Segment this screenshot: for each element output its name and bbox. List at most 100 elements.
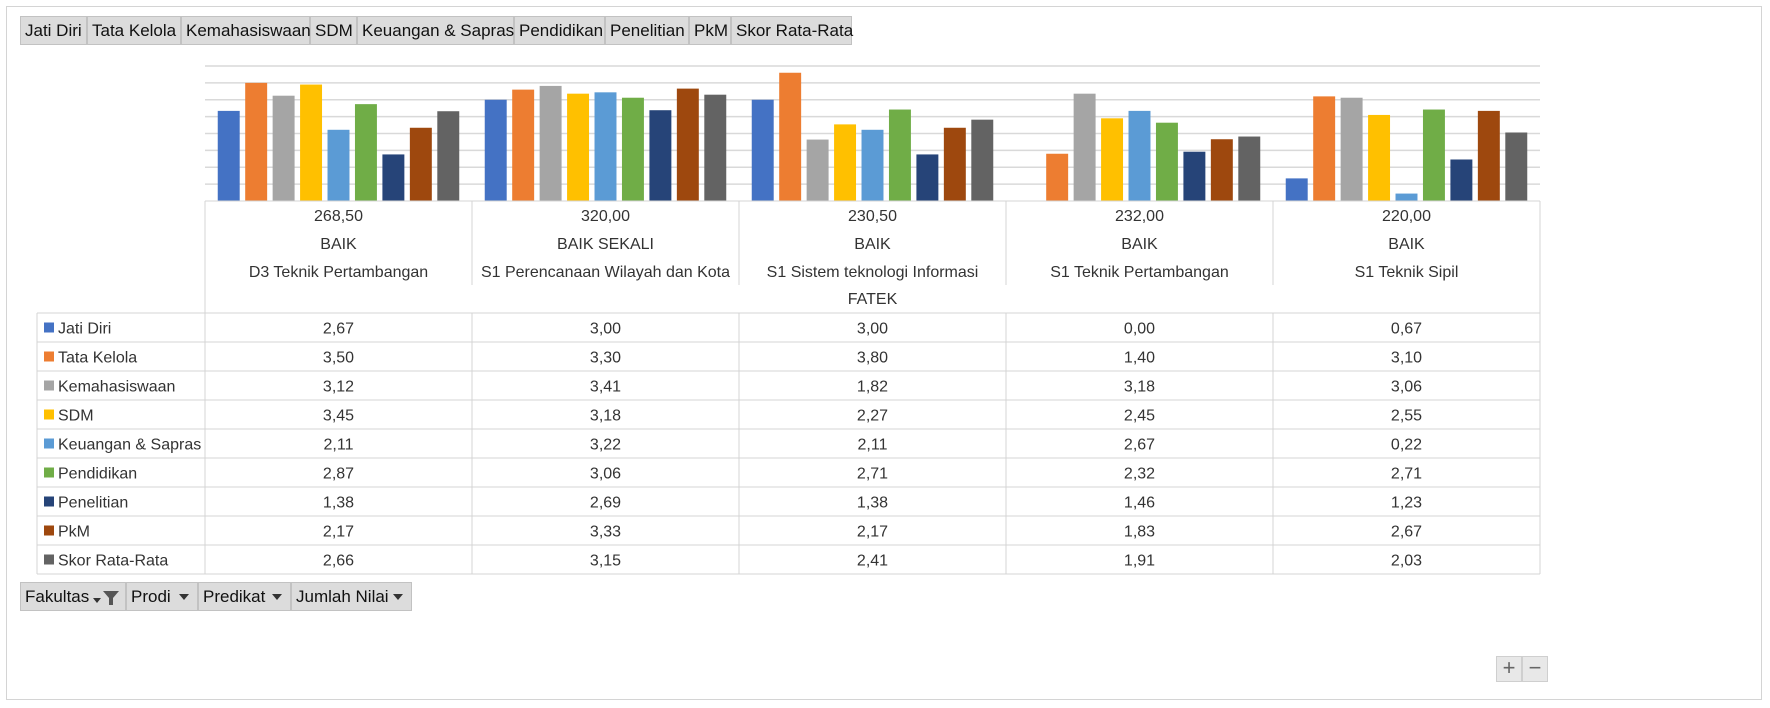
data-cell: 1,40: [1124, 350, 1155, 367]
bar: [354, 104, 377, 201]
data-cell: 2,71: [857, 466, 888, 483]
legend-key: [44, 467, 54, 478]
bar: [1368, 114, 1391, 201]
prodi-label: S1 Teknik Pertambangan: [1050, 264, 1228, 281]
bar: [806, 139, 829, 201]
field-label-predikat: Predikat: [203, 587, 266, 606]
data-cell: 3,10: [1391, 350, 1422, 367]
field-button-jati-diri[interactable]: Jati Diri: [20, 16, 87, 45]
bar: [217, 110, 240, 201]
legend-label: Skor Rata-Rata: [58, 553, 168, 570]
field-button-kemahasiswaan[interactable]: Kemahasiswaan: [181, 16, 311, 45]
data-cell: 1,91: [1124, 553, 1155, 570]
predikat-label: BAIK: [320, 236, 357, 253]
predikat-label: BAIK SEKALI: [557, 236, 654, 253]
predikat-label: BAIK: [854, 236, 891, 253]
data-cell: 3,15: [590, 553, 621, 570]
field-button-pkm[interactable]: PkM: [689, 16, 731, 45]
field-button-pendidikan[interactable]: Pendidikan: [514, 16, 605, 45]
bar: [1128, 110, 1151, 201]
data-cell: 3,18: [590, 408, 621, 425]
field-button-fakultas[interactable]: Fakultas: [20, 582, 126, 611]
bar: [1285, 178, 1308, 201]
field-button-penelitian[interactable]: Penelitian: [605, 16, 689, 45]
field-button-skor-rata-rata[interactable]: Skor Rata-Rata: [731, 16, 853, 45]
bar: [621, 97, 644, 201]
bar: [327, 129, 350, 201]
prodi-label: S1 Teknik Sipil: [1355, 264, 1459, 281]
legend-key: [44, 380, 54, 391]
legend-label: PkM: [58, 524, 90, 541]
data-cell: 3,41: [590, 379, 621, 396]
field-button-tata-kelola[interactable]: Tata Kelola: [87, 16, 181, 45]
bar: [943, 127, 966, 201]
bar: [1313, 96, 1336, 201]
bar: [512, 89, 535, 201]
legend-key: [44, 525, 54, 536]
chevron-down-icon[interactable]: [179, 594, 189, 600]
data-cell: 2,41: [857, 553, 888, 570]
bar: [834, 124, 857, 201]
data-cell: 3,80: [857, 350, 888, 367]
bar: [272, 95, 295, 201]
bar: [1210, 139, 1233, 201]
bar: [437, 111, 460, 201]
bar: [300, 84, 323, 201]
field-button-keuangan-sapras[interactable]: Keuangan & Sapras: [357, 16, 514, 45]
field-label-jumlah-nilai: Jumlah Nilai: [296, 587, 389, 606]
bar: [1395, 193, 1418, 201]
data-cell: 1,38: [857, 495, 888, 512]
data-cell: 1,83: [1124, 524, 1155, 541]
data-cell: 3,45: [323, 408, 354, 425]
legend-label: Kemahasiswaan: [58, 379, 175, 396]
data-cell: 3,30: [590, 350, 621, 367]
legend-label: Penelitian: [58, 495, 128, 512]
predikat-label: BAIK: [1388, 236, 1425, 253]
zoom-in-button[interactable]: +: [1496, 656, 1522, 682]
bar: [539, 85, 562, 201]
legend-key: [44, 438, 54, 449]
data-cell: 2,11: [324, 437, 354, 454]
field-button-predikat[interactable]: Predikat: [198, 582, 291, 611]
data-cell: 2,55: [1391, 408, 1422, 425]
prodi-label: S1 Perencanaan Wilayah dan Kota: [481, 264, 730, 281]
data-cell: 3,18: [1124, 379, 1155, 396]
zoom-out-button[interactable]: −: [1522, 656, 1548, 682]
data-cell: 2,66: [323, 553, 354, 570]
field-button-jumlah-nilai[interactable]: Jumlah Nilai: [291, 582, 412, 611]
bar: [861, 129, 884, 201]
bar: [649, 110, 672, 201]
legend-key: [44, 496, 54, 507]
chevron-down-icon[interactable]: [393, 594, 403, 600]
prodi-label: D3 Teknik Pertambangan: [249, 264, 428, 281]
legend-label: Tata Kelola: [58, 350, 137, 367]
filter-icon[interactable]: [91, 588, 121, 615]
data-cell: 2,67: [1124, 437, 1155, 454]
field-button-sdm[interactable]: SDM: [310, 16, 357, 45]
jumlah-nilai-label: 320,00: [581, 208, 630, 225]
chevron-down-icon[interactable]: [272, 594, 282, 600]
data-cell: 0,00: [1124, 321, 1155, 338]
legend-key: [44, 554, 54, 565]
prodi-label: S1 Sistem teknologi Informasi: [767, 264, 979, 281]
jumlah-nilai-label: 268,50: [314, 208, 363, 225]
field-button-prodi[interactable]: Prodi: [126, 582, 198, 611]
bar: [1340, 97, 1363, 201]
data-cell: 3,33: [590, 524, 621, 541]
data-cell: 1,23: [1391, 495, 1422, 512]
data-cell: 3,06: [1391, 379, 1422, 396]
predikat-label: BAIK: [1121, 236, 1158, 253]
legend-label: Pendidikan: [58, 466, 137, 483]
bar: [1422, 109, 1445, 201]
faculty-label: FATEK: [848, 291, 898, 308]
bar: [704, 94, 727, 201]
jumlah-nilai-label: 230,50: [848, 208, 897, 225]
data-cell: 0,67: [1391, 321, 1422, 338]
data-cell: 2,71: [1391, 466, 1422, 483]
bar: [1450, 159, 1473, 201]
bar: [1046, 153, 1069, 201]
data-cell: 2,87: [323, 466, 354, 483]
bar: [1155, 122, 1178, 201]
data-cell: 3,06: [590, 466, 621, 483]
legend-label: Jati Diri: [58, 321, 111, 338]
